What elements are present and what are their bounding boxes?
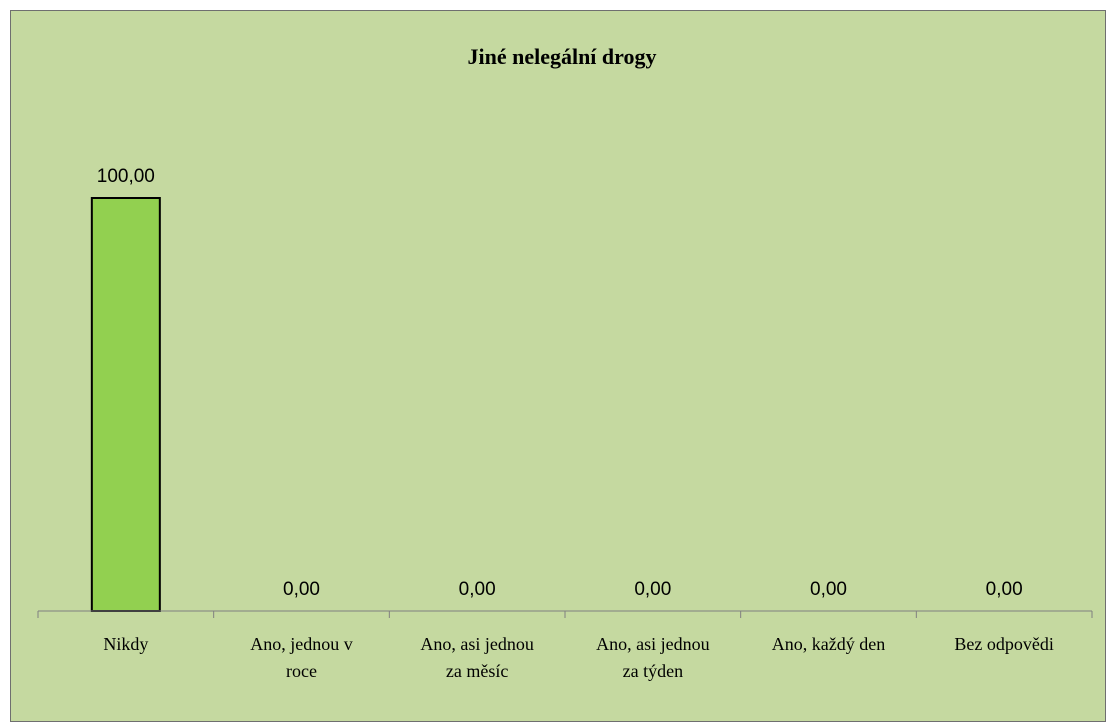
data-label: 0,00 bbox=[986, 579, 1023, 600]
bar bbox=[90, 197, 161, 612]
category-labels-group: Nikdy Ano, jednou v roce Ano, asi jednou za … bbox=[103, 634, 1054, 681]
data-label: 0,00 bbox=[283, 579, 320, 600]
chart-area bbox=[10, 10, 1106, 722]
data-label: 100,00 bbox=[97, 166, 155, 187]
bars-group bbox=[90, 197, 161, 612]
category-label: Ano, každý den bbox=[772, 634, 885, 654]
value-labels-group: 100,00 0,00 0,00 0,00 0,00 0,00 bbox=[97, 166, 1023, 600]
category-label: Ano, asi jednou za měsíc bbox=[420, 634, 533, 681]
category-label: Bez odpovědi bbox=[954, 634, 1053, 654]
category-label: Nikdy bbox=[103, 634, 148, 654]
category-label: Ano, asi jednou za týden bbox=[596, 634, 709, 681]
data-label: 0,00 bbox=[459, 579, 496, 600]
category-label: Ano, jednou v roce bbox=[250, 634, 353, 681]
data-label: 0,00 bbox=[634, 579, 671, 600]
chart-title: Jiné nelegální drogy bbox=[467, 44, 656, 69]
data-label: 0,00 bbox=[810, 579, 847, 600]
x-axis-ticks bbox=[37, 611, 1093, 618]
